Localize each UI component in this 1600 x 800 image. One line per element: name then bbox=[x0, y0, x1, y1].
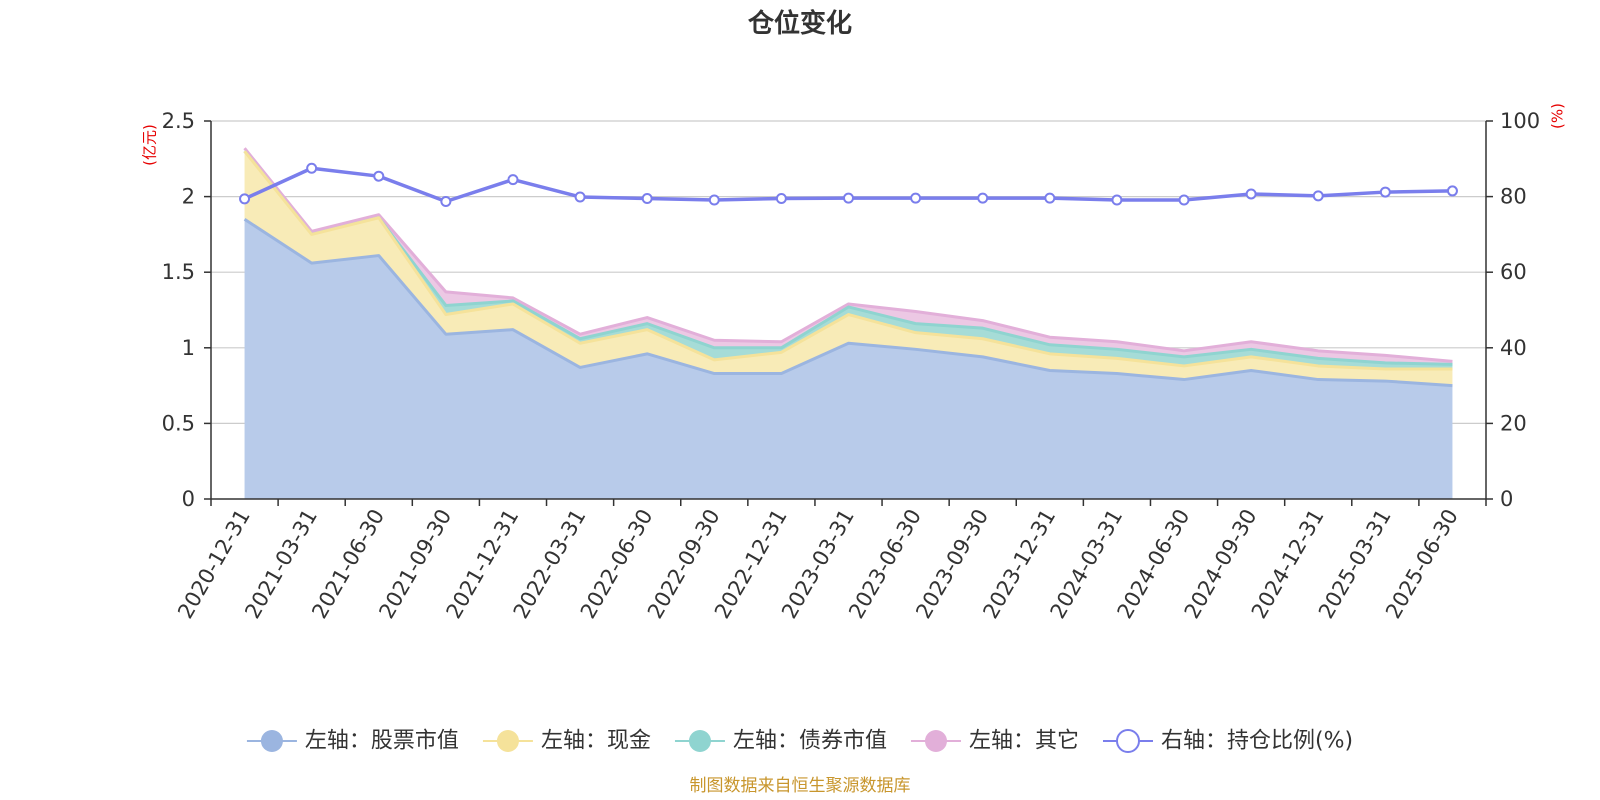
ratio-point bbox=[1379, 186, 1391, 198]
right-tick-label: 100 bbox=[1500, 109, 1540, 133]
ratio-point bbox=[507, 174, 519, 186]
right-axis-unit: (%) bbox=[1549, 103, 1567, 129]
right-tick-label: 20 bbox=[1500, 411, 1527, 435]
area-line-左轴：股票市值 bbox=[243, 218, 1453, 388]
right-tick-label: 40 bbox=[1500, 336, 1527, 360]
left-tick-label: 0 bbox=[182, 487, 195, 511]
area-左轴：现金 bbox=[244, 151, 1453, 386]
area-line-左轴：现金 bbox=[243, 150, 1453, 371]
chart-title: 仓位变化 bbox=[747, 8, 852, 39]
left-tick-label: 1 bbox=[182, 336, 195, 360]
legend-label: 左轴：现金 bbox=[541, 729, 651, 754]
right-tick-label: 0 bbox=[1500, 487, 1513, 511]
ratio-point bbox=[641, 192, 653, 204]
right-tick-label: 80 bbox=[1500, 185, 1527, 209]
legend-marker bbox=[496, 730, 519, 752]
ratio-point bbox=[1044, 192, 1056, 204]
legend-marker-hollow bbox=[1115, 729, 1140, 753]
legend-label: 右轴：持仓比例(%) bbox=[1161, 729, 1353, 754]
ratio-point bbox=[1446, 185, 1458, 197]
ratio-point bbox=[775, 192, 787, 204]
legend-item: 左轴：股票市值 bbox=[246, 729, 459, 754]
area-左轴：股票市值 bbox=[244, 219, 1453, 499]
legend-item: 右轴：持仓比例(%) bbox=[1102, 729, 1353, 754]
legend-item: 左轴：其它 bbox=[910, 729, 1079, 754]
ratio-point bbox=[910, 192, 922, 204]
stacked-areas bbox=[243, 147, 1453, 499]
left-tick-label: 1.5 bbox=[162, 260, 195, 284]
legend-item: 左轴：债券市值 bbox=[674, 729, 887, 754]
ratio-point bbox=[373, 170, 385, 182]
ratio-point bbox=[843, 192, 854, 204]
area-line-左轴：债券市值 bbox=[243, 150, 1453, 366]
right-tick-label: 60 bbox=[1500, 260, 1527, 284]
left-tick-label: 0.5 bbox=[162, 411, 195, 435]
legend-marker bbox=[260, 730, 283, 752]
legend: 左轴：股票市值 左轴：现金 左轴：债券市值 左轴：其它 右轴：持仓比例(%) bbox=[246, 729, 1353, 754]
ratio-point bbox=[977, 192, 989, 204]
data-source-note: 制图数据来自恒生聚源数据库 bbox=[690, 776, 911, 796]
x-tick-label: 2025-06-30 bbox=[1381, 505, 1463, 623]
legend-marker bbox=[924, 730, 947, 752]
legend-label: 左轴：其它 bbox=[969, 729, 1079, 754]
ratio-point bbox=[1312, 190, 1324, 202]
ratio-point bbox=[306, 162, 318, 174]
left-tick-label: 2 bbox=[182, 185, 195, 209]
ratio-point bbox=[708, 194, 720, 206]
legend-item: 左轴：现金 bbox=[482, 729, 651, 754]
legend-label: 左轴：股票市值 bbox=[305, 729, 459, 754]
left-axis-unit: (亿元) bbox=[141, 124, 159, 166]
ratio-point bbox=[440, 196, 452, 208]
ratio-point bbox=[1245, 188, 1257, 200]
ratio-point bbox=[574, 191, 586, 203]
area-line-左轴：其它 bbox=[243, 147, 1453, 363]
ratio-point bbox=[239, 193, 251, 205]
ratio-point bbox=[1111, 194, 1123, 206]
legend-marker bbox=[688, 730, 711, 752]
ratio-point bbox=[1178, 194, 1190, 206]
holding-ratio-series bbox=[239, 162, 1458, 208]
legend-label: 左轴：债券市值 bbox=[733, 729, 887, 754]
left-tick-label: 2.5 bbox=[162, 109, 195, 133]
